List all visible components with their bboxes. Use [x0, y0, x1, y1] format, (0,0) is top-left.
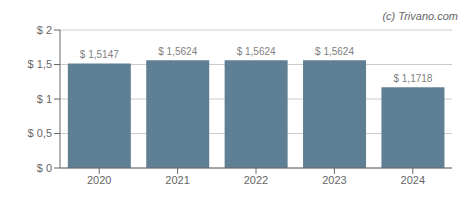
svg-text:$ 0: $ 0	[37, 162, 52, 174]
svg-text:$ 1,5624: $ 1,5624	[158, 46, 197, 57]
svg-text:2024: 2024	[401, 174, 425, 186]
svg-text:2022: 2022	[244, 174, 268, 186]
html-text:(c) Trivano.com: (c) Trivano.com	[382, 10, 458, 22]
svg-text:$ 1,5624: $ 1,5624	[237, 46, 276, 57]
svg-text:2021: 2021	[165, 174, 189, 186]
svg-text:$ 1: $ 1	[37, 93, 52, 105]
svg-text:2020: 2020	[87, 174, 111, 186]
svg-text:$ 0,5: $ 0,5	[28, 127, 52, 139]
svg-text:$ 1,5: $ 1,5	[28, 58, 52, 70]
svg-text:$ 2: $ 2	[37, 24, 52, 36]
svg-text:$ 1,5147: $ 1,5147	[80, 49, 119, 60]
svg-text:2023: 2023	[322, 174, 346, 186]
svg-text:$ 1,1718: $ 1,1718	[393, 73, 432, 84]
svg-text:$ 1,5624: $ 1,5624	[315, 46, 354, 57]
